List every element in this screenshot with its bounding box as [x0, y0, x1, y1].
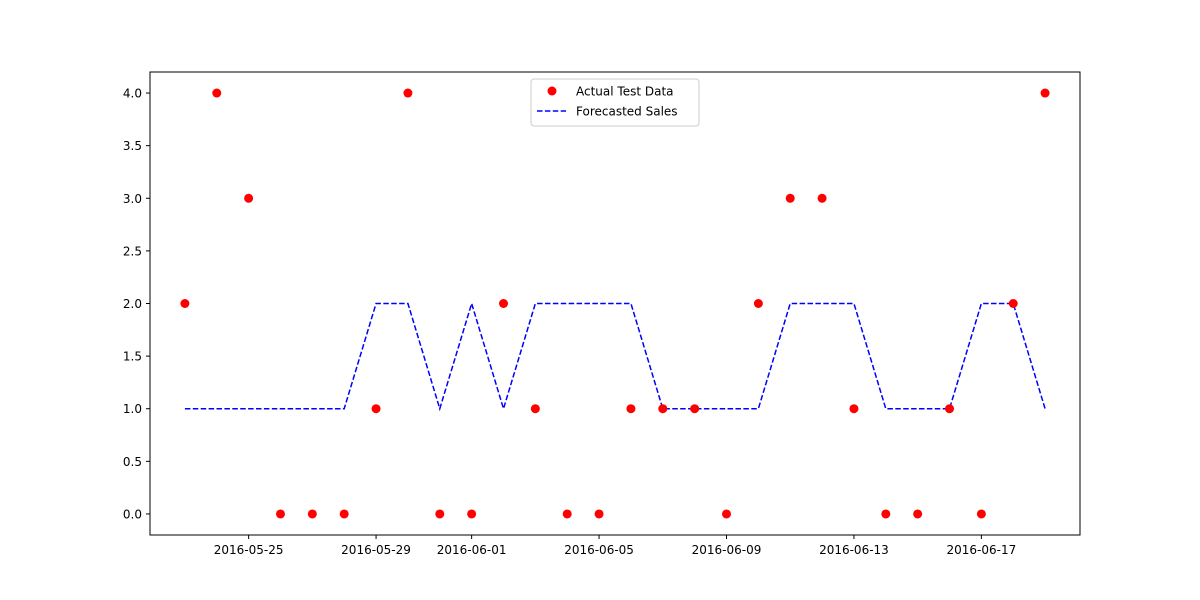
x-axis: 2016-05-25 2016-05-29 2016-06-01 2016-06-05… [214, 535, 1016, 557]
actual-point [594, 509, 604, 519]
actual-point [817, 193, 827, 203]
actual-point [212, 88, 222, 98]
actual-point [849, 404, 859, 414]
actual-point [562, 509, 572, 519]
x-tick-label: 2016-05-25 [214, 543, 284, 557]
y-tick-label: 3.0 [123, 192, 142, 206]
x-tick-label: 2016-06-13 [819, 543, 889, 557]
x-tick-label: 2016-06-09 [692, 543, 762, 557]
legend-label-actual: Actual Test Data [576, 85, 674, 99]
y-tick-label: 3.5 [123, 139, 142, 153]
actual-point [881, 509, 891, 519]
actual-point [658, 404, 668, 414]
y-tick-label: 0.5 [123, 455, 142, 469]
y-tick-label: 1.0 [123, 402, 142, 416]
actual-point [339, 509, 349, 519]
actual-point [307, 509, 317, 519]
actual-point [753, 299, 763, 308]
actual-point [403, 88, 413, 98]
x-tick-label: 2016-06-05 [564, 543, 634, 557]
actual-point [1040, 88, 1050, 98]
x-tick-label: 2016-06-17 [946, 543, 1016, 557]
legend-box [530, 78, 700, 127]
plot-area [180, 88, 1050, 519]
legend-marker-actual [547, 86, 557, 96]
legend-label-forecast: Forecasted Sales [576, 105, 678, 119]
actual-point [435, 509, 445, 519]
actual-point [1008, 299, 1018, 308]
y-axis: 0.0 0.5 1.0 1.5 2.0 2.5 3.0 3.5 4.0 [123, 87, 150, 521]
actual-point [244, 193, 254, 203]
y-tick-label: 2.5 [123, 244, 142, 258]
actual-point [626, 404, 636, 414]
actual-point [467, 509, 477, 519]
actual-point [499, 299, 508, 308]
x-tick-label: 2016-05-29 [341, 543, 411, 557]
actual-point [945, 404, 955, 414]
x-tick-label: 2016-06-01 [437, 543, 507, 557]
actual-point [530, 404, 540, 414]
actual-point [785, 193, 795, 203]
y-tick-label: 0.0 [123, 507, 142, 521]
y-tick-label: 4.0 [123, 87, 142, 101]
actual-point [976, 509, 986, 519]
actual-point [722, 509, 731, 519]
actual-point [913, 509, 923, 519]
y-tick-label: 2.0 [123, 297, 142, 311]
actual-point [275, 509, 285, 519]
forecast-line [184, 300, 1046, 412]
actual-point [371, 404, 381, 414]
actual-point [690, 404, 700, 414]
actual-series [180, 88, 1050, 519]
y-tick-label: 1.5 [123, 350, 142, 364]
legend: Actual Test Data Forecasted Sales [530, 78, 700, 127]
actual-point [180, 299, 190, 308]
forecast-series [184, 300, 1046, 412]
